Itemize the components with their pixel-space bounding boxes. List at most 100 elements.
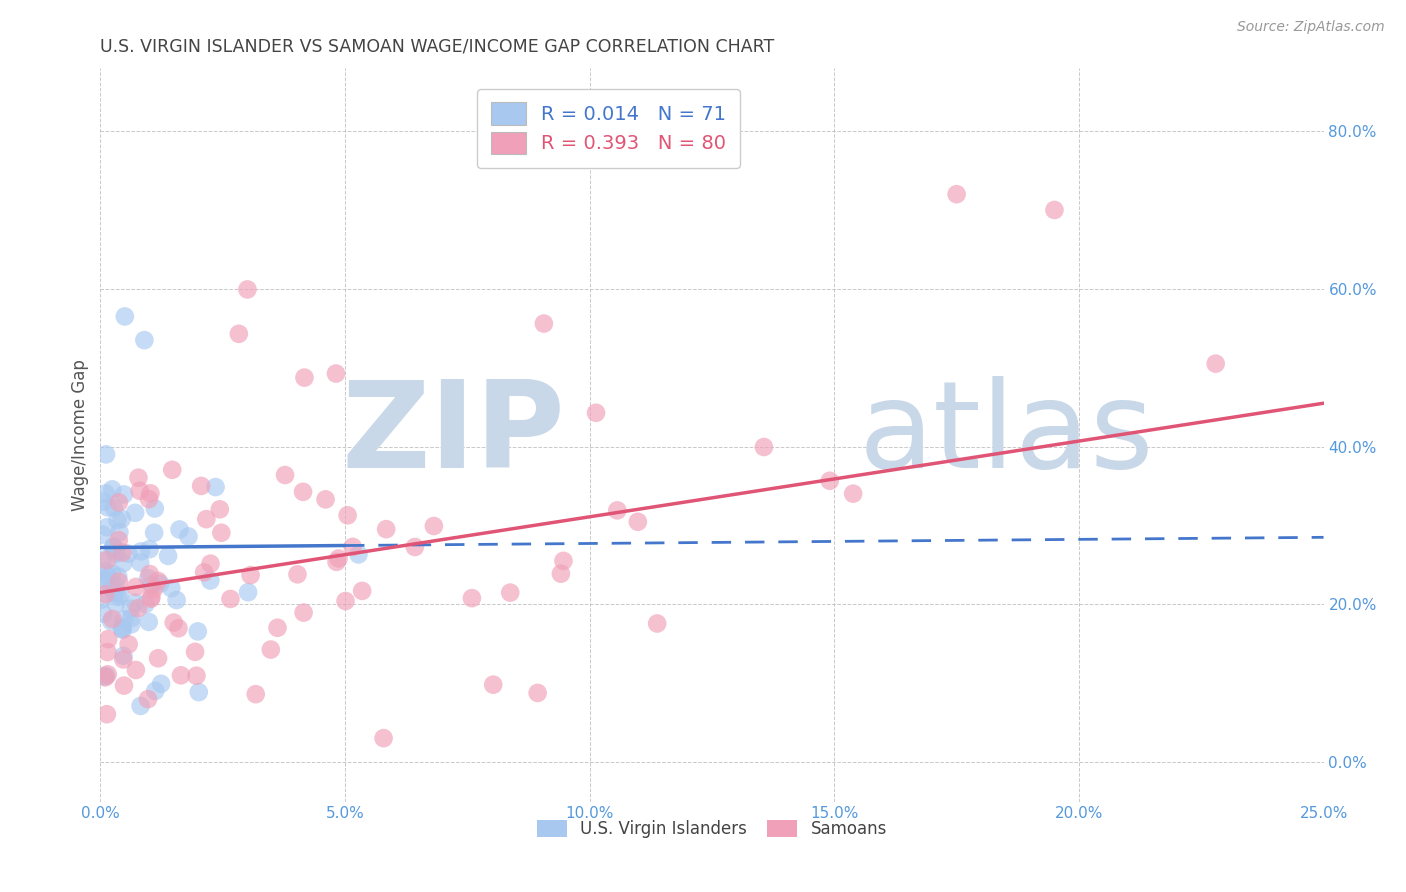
- Point: [96, 553, 118, 567]
- Point: [260, 642, 283, 657]
- Point: [120, 611, 142, 625]
- Point: [94, 447, 117, 461]
- Point: [186, 669, 208, 683]
- Point: [94, 587, 117, 601]
- Point: [107, 590, 129, 604]
- Point: [136, 571, 159, 585]
- Point: [100, 614, 122, 628]
- Y-axis label: Wage/Income Gap: Wage/Income Gap: [72, 359, 89, 511]
- Point: [200, 557, 222, 571]
- Point: [120, 601, 142, 615]
- Point: [143, 501, 166, 516]
- Point: [239, 568, 262, 582]
- Point: [90, 592, 112, 607]
- Point: [200, 574, 222, 588]
- Point: [325, 367, 347, 381]
- Point: [114, 310, 136, 324]
- Point: [167, 621, 190, 635]
- Point: [118, 637, 141, 651]
- Point: [120, 617, 142, 632]
- Point: [103, 541, 125, 555]
- Point: [187, 685, 209, 699]
- Point: [134, 597, 156, 611]
- Point: [423, 519, 446, 533]
- Point: [91, 494, 114, 508]
- Text: atlas: atlas: [859, 376, 1154, 493]
- Point: [125, 663, 148, 677]
- Point: [482, 678, 505, 692]
- Point: [187, 624, 209, 639]
- Point: [104, 597, 127, 611]
- Point: [143, 525, 166, 540]
- Point: [315, 492, 337, 507]
- Point: [96, 669, 118, 683]
- Point: [103, 500, 125, 515]
- Point: [112, 648, 135, 663]
- Point: [266, 621, 288, 635]
- Point: [101, 581, 124, 595]
- Point: [627, 515, 650, 529]
- Point: [209, 525, 232, 540]
- Point: [336, 508, 359, 523]
- Point: [328, 551, 350, 566]
- Point: [93, 669, 115, 683]
- Point: [96, 707, 118, 722]
- Point: [292, 484, 315, 499]
- Point: [236, 282, 259, 296]
- Point: [101, 541, 124, 556]
- Point: [129, 556, 152, 570]
- Point: [347, 548, 370, 562]
- Point: [1043, 202, 1066, 217]
- Point: [404, 540, 426, 554]
- Point: [101, 612, 124, 626]
- Point: [110, 588, 132, 602]
- Point: [146, 574, 169, 588]
- Point: [103, 540, 125, 554]
- Point: [533, 317, 555, 331]
- Point: [107, 513, 129, 527]
- Point: [112, 652, 135, 666]
- Point: [141, 590, 163, 604]
- Point: [274, 468, 297, 483]
- Point: [139, 591, 162, 606]
- Point: [585, 406, 607, 420]
- Point: [160, 581, 183, 595]
- Point: [129, 698, 152, 713]
- Point: [129, 544, 152, 558]
- Point: [128, 483, 150, 498]
- Point: [104, 547, 127, 561]
- Point: [111, 622, 134, 636]
- Point: [96, 645, 118, 659]
- Point: [461, 591, 484, 606]
- Point: [108, 525, 131, 540]
- Point: [752, 440, 775, 454]
- Point: [170, 668, 193, 682]
- Point: [143, 684, 166, 698]
- Point: [945, 187, 967, 202]
- Point: [112, 487, 135, 501]
- Point: [96, 520, 118, 534]
- Point: [104, 544, 127, 558]
- Point: [292, 606, 315, 620]
- Point: [127, 471, 149, 485]
- Point: [136, 692, 159, 706]
- Text: U.S. VIRGIN ISLANDER VS SAMOAN WAGE/INCOME GAP CORRELATION CHART: U.S. VIRGIN ISLANDER VS SAMOAN WAGE/INCO…: [100, 37, 775, 55]
- Point: [104, 586, 127, 600]
- Point: [499, 585, 522, 599]
- Point: [111, 623, 134, 637]
- Point: [325, 555, 347, 569]
- Point: [91, 552, 114, 566]
- Point: [236, 585, 259, 599]
- Point: [112, 679, 135, 693]
- Point: [97, 568, 120, 582]
- Point: [842, 486, 865, 500]
- Point: [166, 593, 188, 607]
- Point: [91, 607, 114, 621]
- Point: [111, 621, 134, 635]
- Point: [127, 601, 149, 615]
- Point: [606, 503, 628, 517]
- Point: [112, 612, 135, 626]
- Point: [91, 572, 114, 586]
- Point: [97, 667, 120, 681]
- Point: [373, 731, 395, 746]
